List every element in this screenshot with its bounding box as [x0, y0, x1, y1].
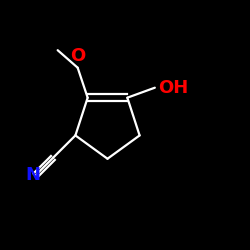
Text: OH: OH [158, 79, 188, 97]
Text: O: O [70, 47, 85, 65]
Text: N: N [25, 166, 40, 184]
